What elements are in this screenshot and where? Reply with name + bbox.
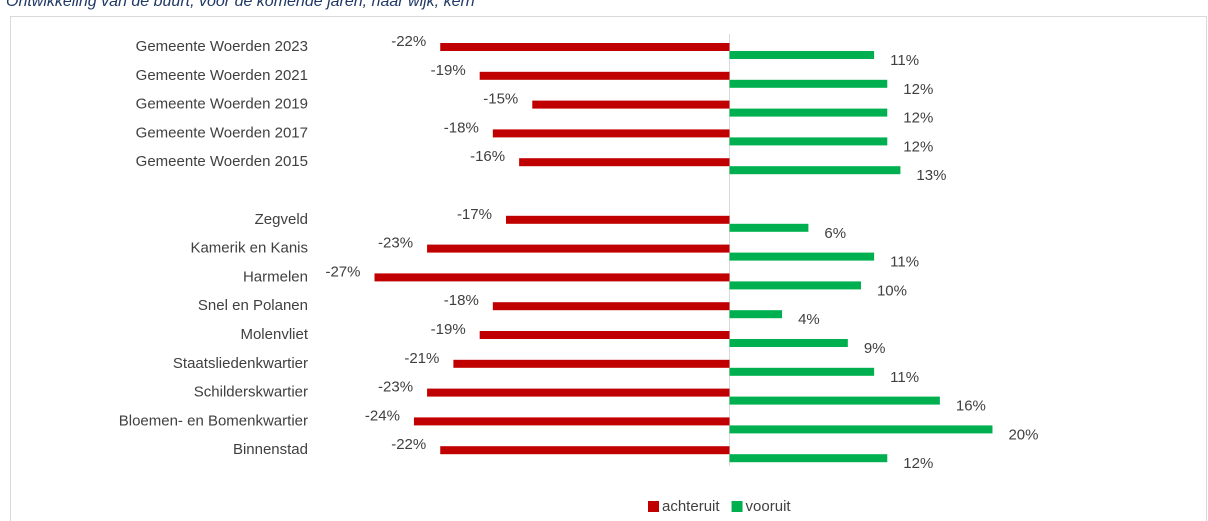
bar bbox=[440, 43, 730, 51]
bar bbox=[729, 51, 875, 59]
bar bbox=[729, 425, 993, 434]
legend-swatch bbox=[731, 501, 743, 512]
bar bbox=[374, 273, 730, 282]
bar bbox=[532, 100, 730, 109]
category-label: Bloemen- en Bomenkwartier bbox=[119, 412, 308, 429]
value-label: 12% bbox=[903, 110, 933, 127]
value-label: 9% bbox=[864, 340, 886, 357]
bar bbox=[729, 108, 888, 117]
value-label: -19% bbox=[431, 321, 466, 338]
bar bbox=[492, 302, 730, 311]
bar bbox=[729, 310, 783, 319]
bar bbox=[453, 359, 730, 368]
bar bbox=[729, 454, 888, 463]
value-label: -22% bbox=[391, 33, 426, 50]
bar bbox=[729, 166, 901, 175]
bar bbox=[729, 396, 940, 405]
bar bbox=[427, 388, 730, 397]
value-label: -16% bbox=[470, 148, 505, 165]
category-label: Harmelen bbox=[243, 268, 308, 285]
category-label: Gemeente Woerden 2017 bbox=[136, 124, 308, 141]
value-label: 12% bbox=[903, 81, 933, 98]
legend-label: achteruit bbox=[662, 498, 720, 515]
category-label: Binnenstad bbox=[233, 441, 308, 458]
value-label: 6% bbox=[824, 225, 846, 242]
category-label: Staatsliedenkwartier bbox=[173, 355, 308, 372]
category-label: Gemeente Woerden 2019 bbox=[136, 96, 308, 113]
value-label: 12% bbox=[903, 138, 933, 155]
category-label: Kamerik en Kanis bbox=[190, 240, 308, 257]
value-label: -18% bbox=[444, 119, 479, 136]
bar bbox=[479, 71, 730, 80]
value-label: 11% bbox=[890, 52, 919, 69]
legend-swatch bbox=[648, 501, 659, 512]
bar bbox=[505, 215, 730, 224]
bar bbox=[479, 331, 730, 339]
value-label: 11% bbox=[890, 254, 919, 271]
value-label: 20% bbox=[1008, 426, 1038, 443]
legend-label: vooruit bbox=[746, 498, 792, 515]
value-label: -23% bbox=[378, 379, 413, 396]
value-label: -24% bbox=[365, 407, 400, 424]
bar bbox=[492, 129, 730, 138]
category-label: Gemeente Woerden 2023 bbox=[136, 38, 308, 55]
chart-border bbox=[10, 16, 1207, 521]
value-label: -27% bbox=[325, 263, 360, 280]
value-label: 10% bbox=[877, 282, 907, 299]
bar bbox=[729, 223, 809, 232]
value-label: -19% bbox=[431, 62, 466, 79]
value-label: -23% bbox=[378, 235, 413, 252]
bar bbox=[519, 158, 730, 167]
category-label: Gemeente Woerden 2021 bbox=[136, 67, 308, 84]
category-label: Snel en Polanen bbox=[198, 297, 308, 314]
category-label: Zegveld bbox=[255, 211, 308, 228]
value-label: -22% bbox=[391, 436, 426, 453]
value-label: -18% bbox=[444, 292, 479, 309]
bar bbox=[729, 79, 888, 88]
bar bbox=[729, 339, 848, 347]
value-label: 12% bbox=[903, 455, 933, 472]
value-label: 4% bbox=[798, 311, 820, 328]
bar bbox=[440, 446, 730, 455]
bar bbox=[729, 281, 861, 290]
bar bbox=[729, 367, 875, 376]
bar bbox=[729, 252, 875, 261]
value-label: -21% bbox=[404, 350, 439, 367]
value-label: -15% bbox=[483, 91, 518, 108]
category-label: Gemeente Woerden 2015 bbox=[136, 153, 308, 170]
value-label: 16% bbox=[956, 398, 986, 415]
value-label: 11% bbox=[890, 369, 919, 386]
bar bbox=[427, 244, 730, 253]
bar bbox=[729, 137, 888, 146]
value-label: -17% bbox=[457, 206, 492, 223]
category-label: Schilderskwartier bbox=[194, 384, 308, 401]
bar bbox=[413, 417, 730, 426]
value-label: 13% bbox=[916, 167, 946, 184]
category-label: Molenvliet bbox=[240, 326, 308, 343]
chart-title: Ontwikkeling van de buurt, voor de komen… bbox=[6, 0, 475, 10]
